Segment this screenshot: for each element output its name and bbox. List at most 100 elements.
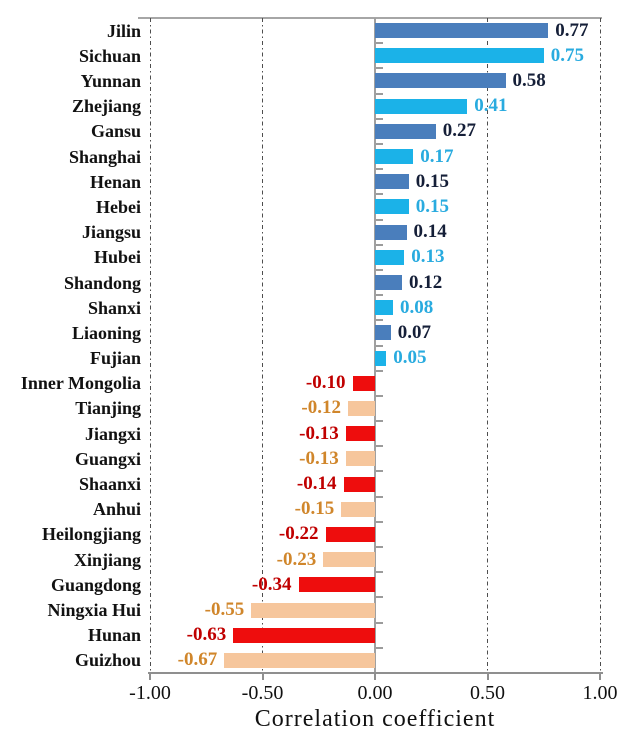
bar-ningxia-hui <box>251 602 375 618</box>
zero-axis-tick <box>376 42 383 45</box>
bar-henan <box>375 174 409 190</box>
category-label: Tianjing <box>75 398 141 419</box>
category-label: Hubei <box>93 247 141 268</box>
x-tick-label: -1.00 <box>129 682 171 704</box>
value-label: 0.15 <box>415 170 449 192</box>
x-tick-label: -0.50 <box>241 682 284 704</box>
bar-guizhou <box>224 652 375 668</box>
category-label: Shandong <box>63 272 141 293</box>
zero-axis-tick <box>376 67 383 70</box>
value-label: -0.15 <box>294 498 335 520</box>
x-tick-label: 0.00 <box>357 682 393 704</box>
category-label: Jiangsu <box>81 222 141 243</box>
x-axis-tick <box>374 673 376 680</box>
category-label: Fujian <box>89 348 141 369</box>
category-label: Xinjiang <box>73 549 141 570</box>
value-label: -0.34 <box>251 573 292 595</box>
bar-sichuan <box>375 48 544 64</box>
value-label: -0.12 <box>301 397 341 419</box>
x-axis-tick <box>261 673 264 680</box>
zero-axis-tick <box>376 520 383 523</box>
zero-axis-tick <box>376 596 383 599</box>
category-label: Ningxia Hui <box>47 600 141 621</box>
category-label: Hunan <box>87 625 141 646</box>
zero-axis-tick <box>376 268 383 271</box>
category-label: Hebei <box>96 196 141 217</box>
value-label: 0.07 <box>397 321 431 343</box>
bar-guangxi <box>345 451 375 467</box>
bar-liaoning <box>375 325 391 341</box>
bar-fujian <box>375 350 387 366</box>
bar-jiangsu <box>375 224 407 240</box>
bar-hebei <box>375 199 409 215</box>
zero-axis-tick <box>376 621 383 624</box>
value-label: -0.14 <box>296 473 337 495</box>
bar-guangdong <box>298 577 375 593</box>
value-label: -0.22 <box>278 523 319 545</box>
value-label: 0.17 <box>420 145 454 167</box>
bar-hubei <box>375 249 405 265</box>
zero-axis-tick <box>376 344 383 347</box>
zero-axis-tick <box>376 92 383 95</box>
category-label: Guangdong <box>50 574 141 595</box>
value-label: 0.15 <box>415 195 449 217</box>
bar-jiangxi <box>345 426 375 442</box>
zero-axis-tick <box>376 394 383 397</box>
bar-hunan <box>233 627 375 643</box>
value-label: -0.67 <box>177 649 218 671</box>
zero-axis-tick <box>376 168 383 171</box>
value-label: 0.58 <box>512 69 546 91</box>
category-label: Yunnan <box>80 70 141 91</box>
zero-axis-tick <box>376 193 383 196</box>
zero-axis-tick <box>376 142 383 145</box>
category-label: Guizhou <box>74 650 141 671</box>
value-label: 0.75 <box>550 44 584 66</box>
x-axis-tick <box>149 673 151 680</box>
value-label: -0.55 <box>204 599 245 621</box>
bar-zhejiang <box>375 98 468 114</box>
value-label: -0.63 <box>186 624 227 646</box>
zero-axis-tick <box>376 319 383 322</box>
value-label: 0.41 <box>474 95 508 117</box>
zero-axis-tick <box>376 218 383 221</box>
value-label: 0.05 <box>393 347 427 369</box>
value-label: 0.77 <box>555 19 589 41</box>
zero-axis-tick <box>376 369 383 372</box>
x-axis-title: Correlation coefficient <box>254 706 496 732</box>
bar-xinjiang <box>323 552 375 568</box>
category-label: Henan <box>89 171 141 192</box>
value-label: 0.14 <box>413 221 447 243</box>
zero-axis-tick <box>376 117 383 120</box>
category-label: Guangxi <box>74 448 141 469</box>
bar-shandong <box>375 275 402 291</box>
category-label: Jiangxi <box>84 423 141 444</box>
zero-axis-line <box>374 18 376 673</box>
value-label: 0.12 <box>409 271 443 293</box>
gridline <box>487 18 488 673</box>
value-label: -0.23 <box>276 548 317 570</box>
bar-heilongjiang <box>325 526 375 542</box>
bar-inner-mongolia <box>352 375 375 391</box>
gridline <box>149 18 151 673</box>
zero-axis-tick <box>376 445 383 448</box>
category-label: Shanxi <box>87 297 141 318</box>
x-axis-tick <box>486 673 489 680</box>
x-tick-label: 0.50 <box>470 682 505 704</box>
value-label: 0.08 <box>400 296 434 318</box>
bar-anhui <box>341 501 375 517</box>
value-label: 0.13 <box>411 246 445 268</box>
bar-shanxi <box>375 300 393 316</box>
category-label: Inner Mongolia <box>20 373 141 394</box>
zero-axis-tick <box>376 420 383 423</box>
category-label: Shaanxi <box>78 474 141 495</box>
value-label: -0.13 <box>299 422 339 444</box>
zero-axis-tick <box>376 495 383 498</box>
category-label: Liaoning <box>71 322 141 343</box>
bar-tianjing <box>348 400 375 416</box>
category-label: Sichuan <box>78 45 141 66</box>
gridline <box>599 18 601 673</box>
zero-axis-tick <box>376 470 383 473</box>
zero-axis-tick <box>376 571 383 574</box>
plot-top-border <box>138 17 602 19</box>
